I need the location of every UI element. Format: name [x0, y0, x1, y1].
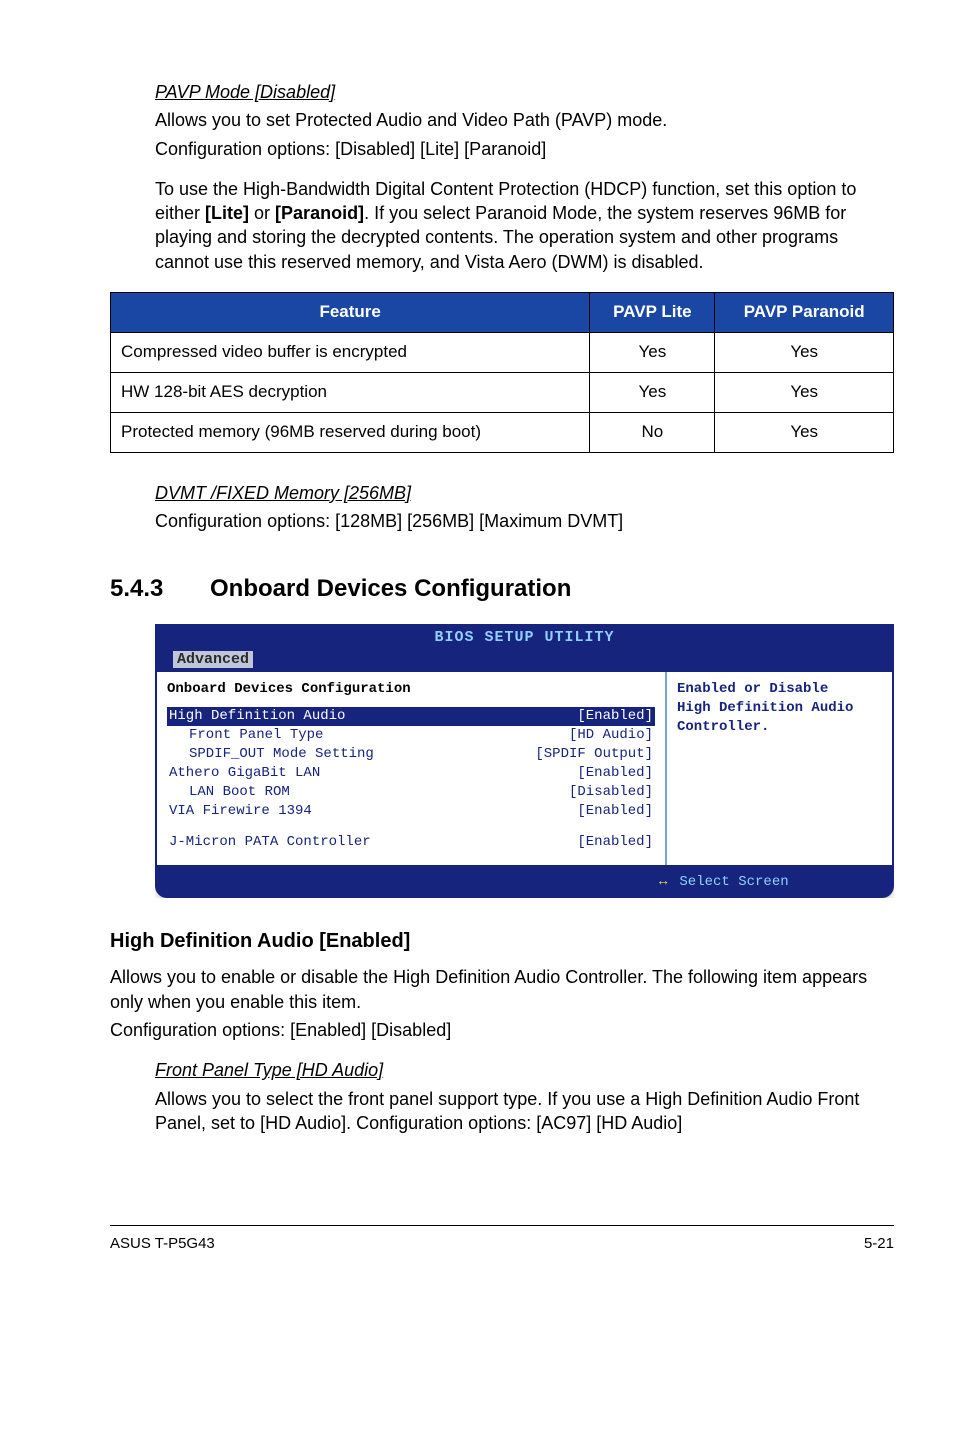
bios-header: BIOS SETUP UTILITY Advanced [155, 624, 894, 673]
bios-item[interactable]: Front Panel Type [HD Audio] [167, 726, 655, 745]
th-feature: Feature [111, 293, 590, 333]
bios-help-line: High Definition Audio [677, 699, 884, 718]
bios-item[interactable]: SPDIF_OUT Mode Setting [SPDIF Output] [167, 745, 655, 764]
pavp-para2: To use the High-Bandwidth Digital Conten… [155, 177, 894, 274]
pavp-para2d: [Paranoid] [275, 203, 364, 223]
bios-item-label: SPDIF_OUT Mode Setting [189, 745, 374, 764]
bios-item-value: [Disabled] [569, 783, 653, 802]
pavp-title: PAVP Mode [Disabled] [155, 80, 894, 104]
hda-title: High Definition Audio [Enabled] [110, 928, 894, 955]
bios-item-label: Athero GigaBit LAN [169, 764, 320, 783]
cell: No [590, 412, 715, 452]
dvmt-title: DVMT /FIXED Memory [256MB] [155, 481, 894, 505]
bios-left-panel: Onboard Devices Configuration High Defin… [157, 672, 667, 865]
pavp-para2c: or [249, 203, 275, 223]
hda-p2: Configuration options: [Enabled] [Disabl… [110, 1018, 894, 1042]
bios-footer: ↔ Select Screen [155, 867, 894, 898]
th-paranoid: PAVP Paranoid [715, 293, 894, 333]
bios-item-value: [HD Audio] [569, 726, 653, 745]
page-footer: ASUS T-P5G43 5-21 [110, 1225, 894, 1254]
bios-item[interactable]: J-Micron PATA Controller [Enabled] [167, 833, 655, 852]
bios-footer-text: Select Screen [679, 874, 788, 890]
bios-screenshot: BIOS SETUP UTILITY Advanced Onboard Devi… [155, 624, 894, 899]
footer-page-number: 5-21 [864, 1234, 894, 1254]
cell: Yes [715, 372, 894, 412]
cell: Yes [590, 372, 715, 412]
table-row: Compressed video buffer is encrypted Yes… [111, 333, 894, 373]
dvmt-line: Configuration options: [128MB] [256MB] [… [155, 509, 894, 533]
bios-item[interactable]: LAN Boot ROM [Disabled] [167, 783, 655, 802]
bios-item-label: J-Micron PATA Controller [169, 833, 371, 852]
bios-item-value: [Enabled] [577, 707, 653, 726]
bios-tab: Advanced [165, 650, 884, 670]
bios-item-value: [Enabled] [577, 833, 653, 852]
cell: Protected memory (96MB reserved during b… [111, 412, 590, 452]
bios-item-label: LAN Boot ROM [189, 783, 290, 802]
bios-panel-title: Onboard Devices Configuration [167, 680, 655, 699]
dvmt-block: DVMT /FIXED Memory [256MB] Configuration… [110, 481, 894, 534]
hda-p1: Allows you to enable or disable the High… [110, 965, 894, 1014]
cell: Yes [715, 412, 894, 452]
bios-item[interactable]: Athero GigaBit LAN [Enabled] [167, 764, 655, 783]
bios-item-value: [Enabled] [577, 764, 653, 783]
th-lite: PAVP Lite [590, 293, 715, 333]
arrow-icon: ↔ [659, 874, 667, 890]
table-row: Protected memory (96MB reserved during b… [111, 412, 894, 452]
cell: Yes [715, 333, 894, 373]
footer-product: ASUS T-P5G43 [110, 1234, 215, 1254]
bios-tab-label: Advanced [173, 651, 253, 668]
bios-item-value: [Enabled] [577, 802, 653, 821]
feature-table: Feature PAVP Lite PAVP Paranoid Compress… [110, 292, 894, 453]
pavp-line2: Configuration options: [Disabled] [Lite]… [155, 137, 894, 161]
bios-item-label: Front Panel Type [189, 726, 323, 745]
front-panel-body: Allows you to select the front panel sup… [155, 1087, 894, 1136]
bios-item-value: [SPDIF Output] [535, 745, 653, 764]
pavp-block: PAVP Mode [Disabled] Allows you to set P… [110, 80, 894, 274]
section-heading: 5.4.3Onboard Devices Configuration [110, 573, 894, 605]
pavp-para2b: [Lite] [205, 203, 249, 223]
bios-item[interactable]: VIA Firewire 1394 [Enabled] [167, 802, 655, 821]
bios-right-panel: Enabled or Disable High Definition Audio… [667, 672, 892, 865]
cell: Compressed video buffer is encrypted [111, 333, 590, 373]
section-num: 5.4.3 [110, 573, 210, 605]
cell: Yes [590, 333, 715, 373]
section-title-text: Onboard Devices Configuration [210, 575, 571, 602]
cell: HW 128-bit AES decryption [111, 372, 590, 412]
bios-item-label: VIA Firewire 1394 [169, 802, 312, 821]
bios-help-line: Controller. [677, 718, 884, 737]
bios-utility-title: BIOS SETUP UTILITY [165, 628, 884, 648]
bios-body: Onboard Devices Configuration High Defin… [155, 672, 894, 867]
bios-help-line: Enabled or Disable [677, 680, 884, 699]
front-panel-title: Front Panel Type [HD Audio] [155, 1058, 894, 1082]
table-row: HW 128-bit AES decryption Yes Yes [111, 372, 894, 412]
bios-item[interactable]: High Definition Audio [Enabled] [167, 707, 655, 726]
front-panel-block: Front Panel Type [HD Audio] Allows you t… [110, 1058, 894, 1135]
pavp-line1: Allows you to set Protected Audio and Vi… [155, 108, 894, 132]
bios-item-label: High Definition Audio [169, 707, 345, 726]
hda-block: High Definition Audio [Enabled] Allows y… [110, 928, 894, 1135]
